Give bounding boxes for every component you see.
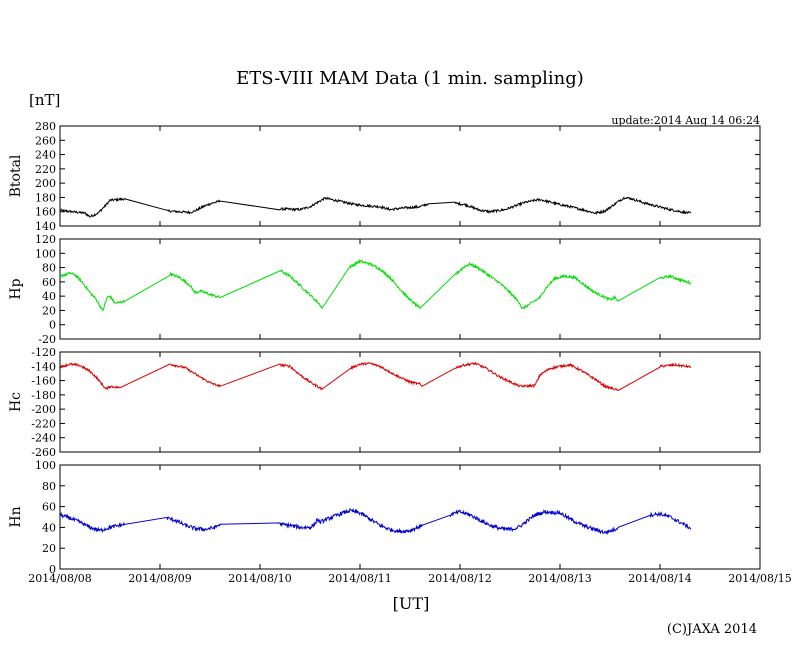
y-tick-label: 280	[35, 120, 56, 133]
x-tick-label: 2014/08/08	[28, 572, 91, 585]
y-tick-label: 100	[35, 459, 56, 472]
x-tick-label: 2014/08/11	[328, 572, 391, 585]
x-axis-label: [UT]	[393, 594, 430, 613]
y-tick-label: 80	[42, 262, 56, 275]
y-tick-label: 120	[35, 233, 56, 246]
x-tick-label: 2014/08/10	[228, 572, 291, 585]
y-tick-label: 40	[42, 290, 56, 303]
y-tick-label: -20	[38, 333, 56, 346]
x-tick-label: 2014/08/12	[428, 572, 491, 585]
y-tick-label: -160	[31, 375, 56, 388]
y-axis-label-hn: Hn	[8, 506, 24, 527]
panel-frame	[59, 125, 761, 227]
y-tick-label: 20	[42, 542, 56, 555]
y-tick-label: 20	[42, 304, 56, 317]
y-tick-label: 260	[35, 134, 56, 147]
y-tick-label: 100	[35, 247, 56, 260]
series-line-btotal	[59, 196, 692, 218]
x-tick-label: 2014/08/15	[728, 572, 791, 585]
y-tick-label: -140	[31, 360, 56, 373]
y-tick-label: 60	[42, 276, 56, 289]
y-tick-label: 160	[35, 206, 56, 219]
y-tick-label: 0	[49, 563, 56, 576]
series-line-hc	[59, 361, 692, 392]
panel-hc: -120-140 -160-180-200-220 -240-260 Hc	[8, 346, 761, 459]
y-tick-label: 200	[35, 177, 56, 190]
series-line-hp	[59, 258, 692, 312]
panel-frame	[59, 351, 761, 453]
panel-frame	[59, 464, 761, 570]
y-tick-label: 80	[42, 480, 56, 493]
y-tick-label: -260	[31, 446, 56, 459]
y-tick-label: 0	[49, 319, 56, 332]
y-tick-label: -220	[31, 417, 56, 430]
y-axis-label-hp: Hp	[8, 278, 24, 299]
update-timestamp: update:2014 Aug 14 06:24	[611, 114, 760, 127]
panel-frame	[59, 238, 761, 340]
y-tick-label: -200	[31, 403, 56, 416]
y-axis-label-hc: Hc	[8, 392, 24, 412]
panels-group: 140160180200220240260280Btotal-200204060…	[8, 120, 792, 585]
y-axis-label-btotal: Btotal	[8, 154, 24, 197]
y-tick-label: 40	[42, 521, 56, 534]
y-tick-label: -120	[31, 346, 56, 359]
y-tick-label: 140	[35, 220, 56, 233]
x-tick-label: 2014/08/09	[128, 572, 191, 585]
y-tick-label: -240	[31, 432, 56, 445]
x-tick-label: 2014/08/14	[628, 572, 691, 585]
series-line-hn	[59, 507, 692, 536]
chart-title: ETS-VIII MAM Data (1 min. sampling)	[236, 68, 584, 89]
y-tick-label: -180	[31, 389, 56, 402]
y-unit-label: [nT]	[29, 91, 60, 109]
y-tick-label: 240	[35, 149, 56, 162]
y-tick-label: 180	[35, 191, 56, 204]
y-tick-label: 220	[35, 163, 56, 176]
y-tick-label: 60	[42, 501, 56, 514]
copyright: (C)JAXA 2014	[667, 622, 757, 637]
panel-hn: 0 20 40 60 80 100 Hn	[8, 459, 761, 576]
x-tick-label: 2014/08/13	[528, 572, 591, 585]
